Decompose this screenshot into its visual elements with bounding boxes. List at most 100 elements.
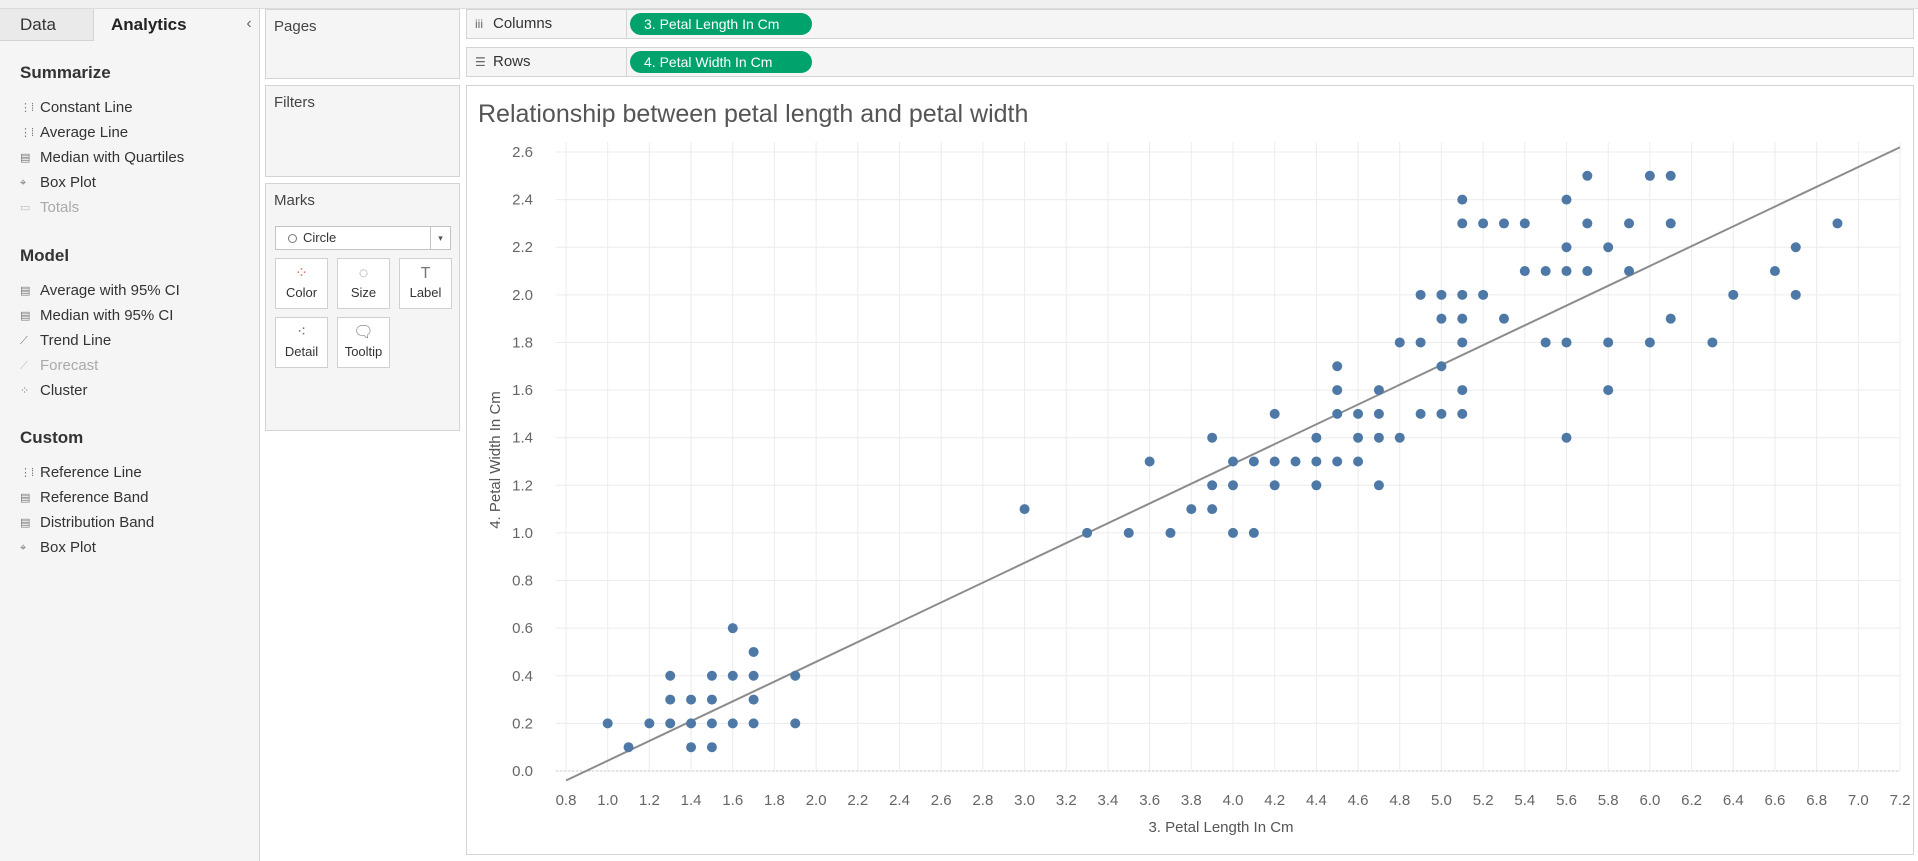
analytics-item-custom-3[interactable]: ⌖ Box Plot [20,537,96,559]
analytics-item-model-1[interactable]: ▤ Median with 95% CI [20,305,173,327]
section-title-custom: Custom [20,428,84,447]
x-tick-label: 1.8 [764,792,785,809]
data-point [1457,194,1468,205]
data-point [1624,266,1635,277]
analytics-item-label: Constant Line [40,99,133,116]
data-point [1644,337,1655,348]
view-panel[interactable] [466,85,1914,855]
analytics-item-label: Distribution Band [40,514,155,531]
analytics-item-model-2[interactable]: ⟋ Trend Line [20,330,111,352]
columns-shelf-label: iii Columns [467,10,627,38]
x-tick-label: 3.4 [1098,792,1119,809]
data-point [644,718,655,729]
filters-card[interactable]: Filters [265,85,460,177]
x-tick-label: 5.4 [1514,792,1535,809]
data-point [665,718,676,729]
data-point [1415,408,1426,419]
y-tick-label: 1.0 [512,525,533,542]
columns-shelf[interactable]: iii Columns 3. Petal Length In Cm [466,9,1914,39]
data-point [1228,480,1238,491]
data-point [706,670,717,681]
data-point [1394,432,1405,443]
data-point [1269,408,1280,419]
mark-type-value: Circle [303,230,337,245]
x-tick-label: 7.2 [1890,792,1911,809]
data-point [727,670,738,681]
analytics-item-label: Cluster [40,382,88,399]
data-point [1457,385,1468,396]
data-point [1186,504,1197,515]
marks-color-button[interactable]: ⁘ Color [275,258,328,309]
data-point [790,718,801,729]
tooltip-icon: 🗨 [353,324,374,341]
data-point [1436,313,1447,324]
data-point [748,718,759,729]
data-point [1332,456,1343,467]
data-point [1561,432,1572,443]
tab-data[interactable]: Data [0,9,94,41]
x-tick-label: 2.0 [806,792,827,809]
rows-shelf[interactable]: ☰ Rows 4. Petal Width In Cm [466,47,1914,77]
mark-type-dropdown[interactable]: Circle ▾ [275,226,451,250]
x-tick-label: 7.0 [1848,792,1869,809]
analytics-item-label: Forecast [40,357,99,374]
marks-size-button[interactable]: ◌ Size [337,258,390,309]
pages-card[interactable]: Pages [265,9,460,79]
analytics-item-model-0[interactable]: ▤ Average with 95% CI [20,280,180,302]
analytics-item-summarize-4[interactable]: ▭ Totals [20,197,79,219]
y-tick-label: 2.4 [512,192,533,209]
data-point [1332,361,1343,372]
analytics-item-label: Box Plot [40,174,96,191]
analytics-item-label: Trend Line [40,332,112,349]
data-point [727,623,738,634]
analytics-item-model-4[interactable]: ⁘ Cluster [20,380,88,402]
collapse-pane-chevron-icon[interactable]: ‹ [246,15,252,32]
data-point [1457,337,1468,348]
data-point [1665,170,1676,181]
marks-label-button[interactable]: T Label [399,258,452,309]
constant-line-icon: ⋮⁞ [20,102,35,114]
analytics-item-summarize-1[interactable]: ⋮⁞ Average Line [20,122,128,144]
data-point [1415,337,1426,348]
rows-pill[interactable]: 4. Petal Width In Cm [630,51,812,73]
circle-icon [288,234,297,243]
rows-label: Rows [493,53,531,70]
analytics-item-custom-0[interactable]: ⋮⁞ Reference Line [20,462,142,484]
data-point [1478,289,1489,300]
analytics-item-custom-1[interactable]: ▤ Reference Band [20,487,148,509]
data-point [1207,432,1218,443]
data-point [1311,432,1322,443]
x-tick-label: 2.8 [972,792,993,809]
data-point [1373,385,1384,396]
analytics-item-custom-2[interactable]: ▤ Distribution Band [20,512,154,534]
y-axis-title: 4. Petal Width In Cm [487,391,504,529]
x-tick-label: 2.4 [889,792,910,809]
analytics-pane: Data Analytics ‹ Summarize ⋮⁞ Constant Lin… [0,9,260,861]
data-point [1144,456,1155,467]
y-tick-label: 0.0 [512,763,533,780]
columns-pill[interactable]: 3. Petal Length In Cm [630,13,812,35]
data-point [1248,456,1259,467]
data-point [1311,480,1322,491]
analytics-item-summarize-3[interactable]: ⌖ Box Plot [20,172,96,194]
analytics-item-summarize-0[interactable]: ⋮⁞ Constant Line [20,97,133,119]
chevron-down-icon[interactable]: ▾ [430,227,450,249]
y-tick-label: 1.4 [512,430,533,447]
analytics-item-label: Average with 95% CI [40,282,180,299]
analytics-item-model-3[interactable]: ⟋ Forecast [20,355,98,377]
x-tick-label: 0.8 [556,792,577,809]
data-point [1478,218,1489,229]
tab-analytics[interactable]: Analytics [94,9,234,41]
data-point [686,694,697,705]
analytics-item-summarize-2[interactable]: ▤ Median with Quartiles [20,147,184,169]
x-tick-label: 5.8 [1598,792,1619,809]
marks-tooltip-button[interactable]: 🗨 Tooltip [337,317,390,368]
data-point [748,694,759,705]
analytics-item-label: Totals [40,199,80,216]
marks-detail-button[interactable]: ⁖ Detail [275,317,328,368]
data-point [1561,242,1572,253]
analytics-item-label: Median with Quartiles [40,149,185,166]
reference-band-icon: ▤ [20,492,31,504]
chart-title: Relationship between petal length and pe… [478,100,1029,128]
